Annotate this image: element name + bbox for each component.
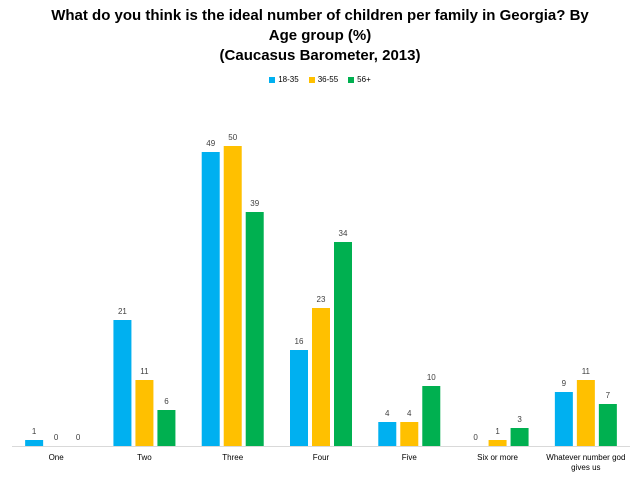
data-label-five-18-35: 4: [385, 409, 390, 418]
bar-five-36-55: [400, 422, 419, 446]
bar-three-36-55: [223, 146, 242, 446]
data-label-two-56: 6: [164, 397, 169, 406]
data-label-two-36-55: 11: [140, 367, 149, 376]
legend-swatch-56-plus: [348, 76, 355, 83]
bar-four-18-35: [290, 350, 308, 446]
chart-title-line-1: What do you think is the ideal number of…: [51, 7, 589, 24]
chart-title-line-3: (Caucasus Barometer, 2013): [219, 47, 421, 64]
data-label-six-or-more-18-35: 0: [473, 433, 478, 442]
bar-one-18-35: [25, 440, 44, 446]
category-label-five: Five: [402, 453, 418, 462]
bar-two-18-35: [113, 320, 132, 446]
bar-whatever-number-god-gives-us-18-35: [554, 392, 573, 446]
bar-three-18-35: [201, 152, 220, 446]
data-label-six-or-more-36-55: 1: [495, 427, 500, 436]
data-label-three-56: 39: [250, 199, 259, 208]
bar-whatever-number-god-gives-us-56: [598, 404, 617, 446]
category-label-two: Two: [137, 453, 152, 462]
bar-whatever-number-god-gives-us-36-55: [576, 380, 595, 446]
category-label-one: One: [49, 453, 65, 462]
data-label-four-18-35: 16: [295, 337, 304, 346]
bar-six-or-more-56: [510, 428, 529, 446]
legend-label-36-55: 36-55: [317, 75, 339, 84]
category-label-four: Four: [313, 453, 330, 462]
legend-item-36-55: 36-55: [308, 75, 339, 84]
bar-five-56: [422, 386, 441, 446]
data-label-six-or-more-56: 3: [517, 415, 522, 424]
category-label-whatever-number-god-gives-us: Whatever number god gives us: [546, 453, 625, 472]
bar-five-18-35: [378, 422, 397, 446]
bar-three-56: [245, 212, 264, 446]
legend-label-18-35: 18-35: [278, 75, 299, 84]
data-label-three-36-55: 50: [228, 133, 237, 142]
data-label-whatever-number-god-gives-us-56: 7: [606, 391, 611, 400]
legend-label-56-plus: 56+: [357, 75, 371, 84]
category-label-three: Three: [222, 453, 243, 462]
data-label-one-18-35: 1: [32, 427, 37, 436]
legend-swatch-18-35: [269, 76, 276, 83]
chart-title: What do you think is the ideal number of…: [0, 6, 640, 66]
bar-four-36-55: [312, 308, 330, 446]
data-label-four-56: 34: [339, 229, 348, 238]
data-label-two-18-35: 21: [118, 307, 127, 316]
data-label-three-18-35: 49: [206, 139, 215, 148]
category-label-six-or-more: Six or more: [477, 453, 518, 462]
bar-two-36-55: [135, 380, 154, 446]
chart-legend: 18-35 36-55 56+: [0, 75, 640, 84]
data-label-five-56: 10: [427, 373, 436, 382]
bar-six-or-more-36-55: [488, 440, 507, 446]
data-label-five-36-55: 4: [407, 409, 412, 418]
bar-four-56: [334, 242, 352, 446]
data-label-four-36-55: 23: [317, 295, 326, 304]
data-label-one-56: 0: [76, 433, 81, 442]
bar-two-56: [157, 410, 176, 446]
legend-item-56-plus: 56+: [348, 75, 371, 84]
data-label-one-36-55: 0: [54, 433, 59, 442]
legend-item-18-35: 18-35: [269, 75, 299, 84]
data-label-whatever-number-god-gives-us-36-55: 11: [582, 367, 591, 376]
data-label-whatever-number-god-gives-us-18-35: 9: [562, 379, 567, 388]
legend-swatch-36-55: [308, 76, 315, 83]
chart-title-line-2: Age group (%): [268, 27, 372, 44]
